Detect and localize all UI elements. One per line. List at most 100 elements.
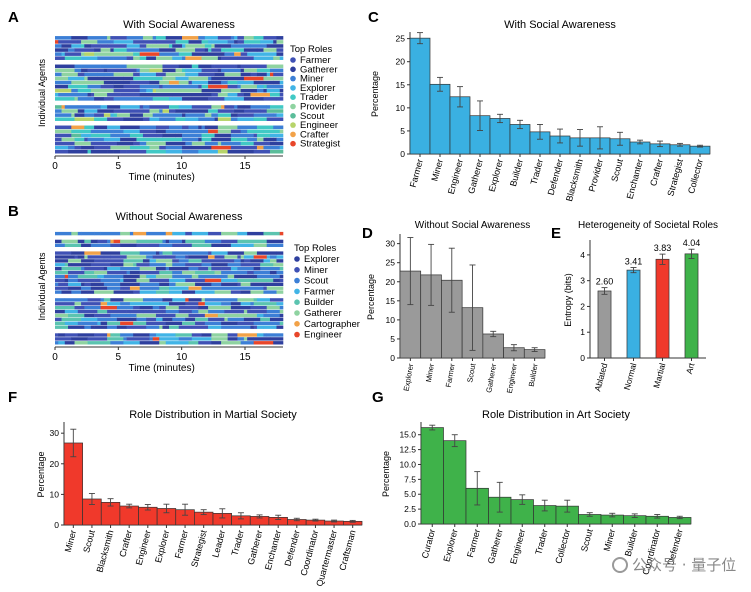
heatmap-cell (237, 337, 245, 341)
heatmap-cell (185, 56, 202, 60)
heatmap-cell (185, 302, 199, 306)
heatmap-cell (139, 56, 147, 60)
y-tick-label: 4 (580, 250, 585, 260)
heatmap-cell (276, 113, 284, 117)
heatmap-cell (237, 239, 248, 244)
heatmap-cell (269, 317, 284, 322)
heatmap-cell (81, 40, 98, 44)
heatmap-cell (94, 278, 101, 283)
heatmap-cell (55, 309, 66, 314)
heatmap-cell (55, 290, 62, 294)
heatmap-cell (276, 259, 284, 263)
heatmap-cell (55, 40, 59, 44)
heatmap-cell (71, 337, 88, 341)
heatmap-cell (237, 313, 254, 318)
heatmap-cell (253, 80, 274, 85)
heatmap-cell (68, 278, 79, 283)
legend-swatch (294, 310, 300, 316)
heatmap-cell (126, 97, 147, 101)
heatmap-cell (279, 313, 284, 318)
heatmap-cell (74, 68, 82, 73)
heatmap-cell (266, 64, 284, 69)
heatmap-cell (266, 117, 284, 121)
heatmap-cell (221, 48, 225, 52)
heatmap-cell (224, 97, 245, 101)
panel-letter: A (8, 9, 19, 26)
heatmap-cell (84, 313, 95, 318)
heatmap-cell (146, 88, 154, 93)
heatmap-cell (103, 341, 111, 345)
x-tick-label: Engineer (505, 362, 519, 394)
heatmap-cell (58, 93, 79, 97)
heatmap-cell (221, 282, 238, 286)
heatmap-cell (211, 113, 219, 117)
heatmap-cell (208, 109, 219, 113)
heatmap-cell (84, 72, 98, 77)
heatmap-cell (198, 149, 219, 154)
chart-title: Heterogeneity of Societal Roles (578, 220, 718, 231)
heatmap-cell (269, 93, 281, 97)
heatmap-cell (182, 270, 196, 275)
heatmap-cell (90, 243, 111, 247)
heatmap-cell (103, 80, 114, 85)
heatmap-cell (273, 274, 281, 279)
heatmap-cell (208, 267, 212, 271)
y-tick-label: 10 (396, 103, 406, 113)
heatmap-cell (221, 141, 241, 146)
heatmap-cell (217, 313, 238, 318)
heatmap-cell (201, 125, 206, 130)
heatmap-cell (214, 44, 232, 48)
heatmap-cell (188, 76, 209, 81)
heatmap-cell (250, 72, 258, 77)
x-tick-label: Explorer (402, 362, 416, 392)
heatmap-cell (94, 231, 101, 236)
heatmap-cell (81, 298, 88, 302)
heatmap-cell (162, 325, 170, 329)
heatmap-cell (155, 125, 170, 130)
heatmap-cell (68, 76, 85, 81)
heatmap-cell (120, 137, 137, 142)
heatmap-cell (68, 325, 85, 329)
legend-entry: Scout (304, 276, 329, 287)
heatmap-cell (120, 267, 140, 271)
heatmap-cell (169, 109, 176, 113)
heatmap-cell (139, 105, 144, 109)
heatmap-cell (195, 48, 206, 52)
heatmap-cell (133, 231, 147, 236)
heatmap-cell (120, 255, 127, 259)
heatmap-cell (71, 113, 75, 117)
heatmap-cell (146, 317, 157, 322)
heatmap-cell (266, 255, 271, 259)
heatmap-cell (110, 145, 131, 150)
heatmap-cell (113, 56, 127, 60)
heatmap-cell (266, 105, 271, 109)
heatmap-cell (120, 125, 140, 130)
heatmap-cell (165, 263, 173, 267)
y-tick-label: 20 (50, 459, 60, 469)
heatmap-cell (230, 44, 251, 48)
heatmap-cell (116, 325, 127, 329)
heatmap-cell (55, 133, 72, 138)
heatmap-cell (234, 259, 241, 263)
heatmap-cell (185, 317, 196, 322)
heatmap-cell (182, 56, 186, 60)
heatmap-cell (55, 117, 75, 121)
heatmap-cell (81, 290, 88, 294)
heatmap-cell (68, 149, 88, 154)
heatmap-cell (133, 141, 140, 146)
heatmap-cell (221, 105, 225, 109)
heatmap-cell (224, 105, 232, 109)
heatmap-cell (113, 149, 121, 154)
heatmap-cell (84, 270, 92, 275)
heatmap-cell (123, 259, 144, 263)
heatmap-cell (120, 243, 131, 247)
heatmap-cell (71, 88, 79, 93)
heatmap-cell (162, 133, 176, 138)
heatmap-cell (136, 239, 147, 244)
heatmap-cell (97, 109, 114, 113)
heatmap-cell (263, 129, 281, 134)
heatmap-cell (81, 286, 92, 290)
heatmap-cell (71, 129, 92, 134)
heatmap-cell (133, 321, 144, 325)
legend-entry: Engineer (300, 120, 338, 131)
